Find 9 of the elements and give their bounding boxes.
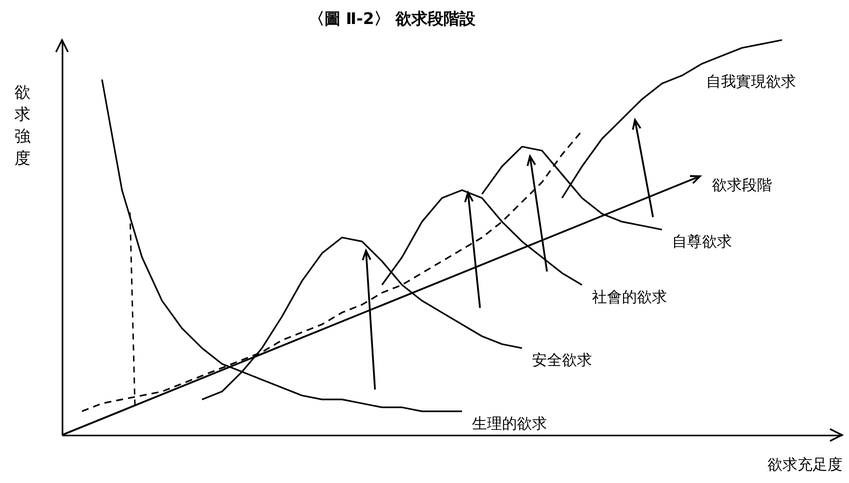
x-axis-title: 欲求充足度 <box>768 456 842 474</box>
series-label: 生理的欲求 <box>472 414 547 432</box>
y-axis-title: 欲求強度 <box>14 82 30 168</box>
series-label: 自尊欲求 <box>672 232 732 251</box>
series-label: 社會的欲求 <box>592 288 667 306</box>
series-label: 安全欲求 <box>532 351 592 370</box>
annotation: 欲求段階 <box>712 176 772 194</box>
chart-title: 〈圖 Ⅱ-2〉 欲求段階設 <box>308 9 477 28</box>
series-label: 自我實現欲求 <box>706 72 796 91</box>
